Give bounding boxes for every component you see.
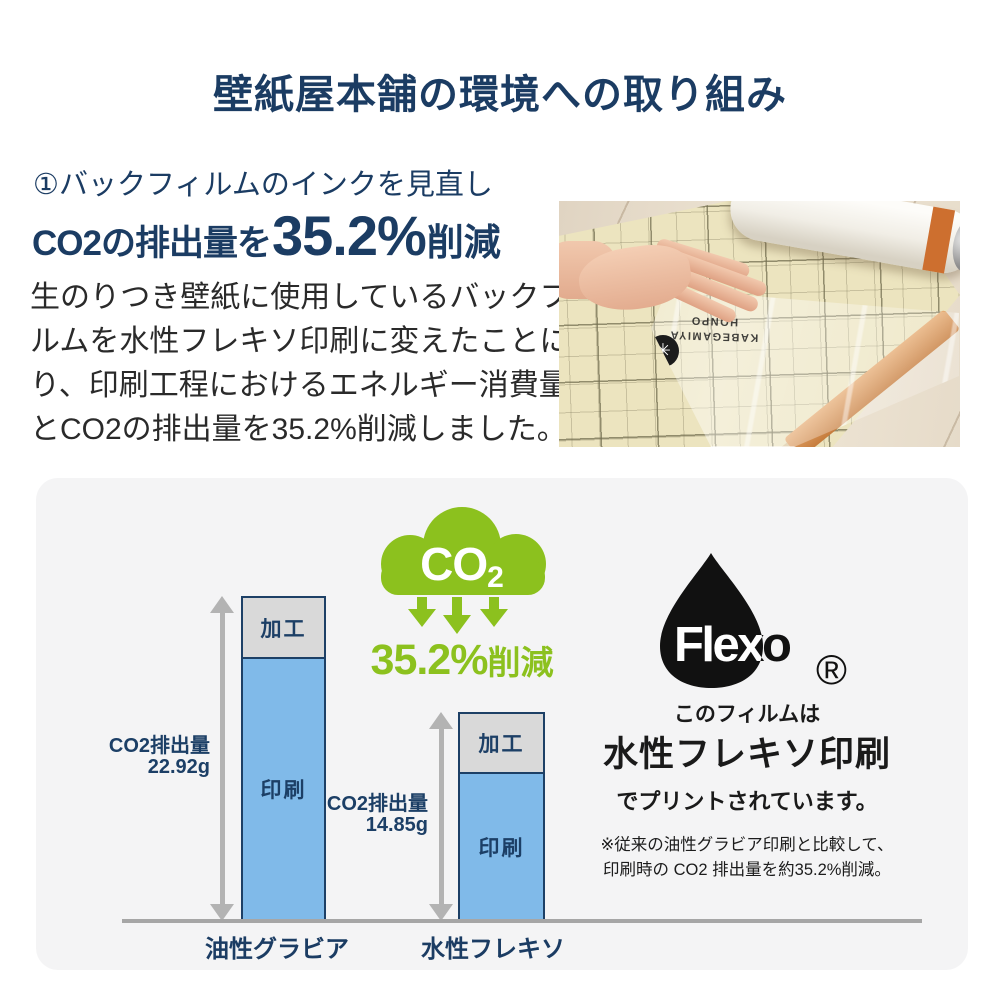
value-label-title: CO2排出量 — [108, 735, 210, 757]
flexo-wordmark-knockout: Flexo — [674, 618, 791, 672]
reduction-value: 35.2% — [370, 636, 489, 684]
headline: CO2の排出量を 35.2% 削減 — [32, 203, 501, 268]
value-label-title: CO2排出量 — [326, 793, 428, 815]
caption-line2: 水性フレキソ印刷 — [602, 735, 891, 774]
arrow-shaft — [438, 729, 444, 904]
bar-segment-processing: 加工 — [460, 714, 543, 774]
flexo-logo: Flexo Flexo — [660, 553, 794, 688]
page-title: 壁紙屋本舗の環境への取り組み — [213, 73, 787, 117]
product-photo: KABEGAMIYA HONPO ✳ — [559, 201, 960, 447]
arrow-down-icon — [210, 904, 234, 921]
value-label-water: CO2排出量 14.85g — [278, 794, 428, 836]
co2-gas: CO — [420, 538, 488, 590]
segment-label: 印刷 — [260, 779, 307, 802]
caption-note1: ※従来の油性グラビア印刷と比較して、 — [600, 836, 894, 854]
headline-value: 35.2% — [271, 204, 427, 267]
bar-segment-printing: 印刷 — [460, 774, 543, 919]
segment-label: 加工 — [260, 617, 307, 641]
co2-subscript: 2 — [487, 561, 504, 594]
bar-oil-gravure: 加工 印刷 — [241, 596, 326, 921]
range-arrow-right — [429, 712, 453, 921]
reduction-suffix: 削減 — [487, 644, 554, 681]
intro-paragraph: 生のりつき壁紙に使用しているバックフィ ルムを水性フレキソ印刷に変えたことによ … — [30, 281, 600, 446]
x-axis — [122, 919, 922, 923]
step-heading: ①バックフィルムのインクを見直し — [33, 169, 493, 201]
arrow-up-icon — [210, 596, 234, 613]
value-label-oil: CO2排出量 22.92g — [60, 736, 210, 778]
headline-suffix: 削減 — [426, 222, 501, 263]
value-label-amount: 14.85g — [365, 814, 428, 836]
caption-line1: このフィルムは — [673, 703, 821, 726]
arrow-shaft — [219, 613, 225, 904]
flexo-caption: このフィルムは 水性フレキソ印刷 でプリントされています。 ※従来の油性グラビア… — [540, 698, 954, 883]
co2-cloud-icon — [381, 507, 546, 634]
bar-water-flexo: 加工 印刷 — [458, 712, 545, 921]
caption-note2: 印刷時の CO2 排出量を約35.2%削減。 — [603, 861, 891, 879]
flexo-drop-icon — [660, 553, 763, 688]
arrow-down-icon — [429, 904, 453, 921]
range-arrow-left — [210, 596, 234, 921]
category-label-water-flexo: 水性フレキソ — [421, 936, 565, 963]
bar-segment-printing: 印刷 — [243, 659, 324, 919]
bar-segment-processing: 加工 — [243, 598, 324, 659]
segment-label: 印刷 — [478, 836, 525, 860]
category-label-oil-gravure: 油性グラビア — [205, 936, 349, 963]
value-label-amount: 22.92g — [147, 756, 210, 778]
caption-line3: でプリントされています。 — [616, 789, 878, 814]
headline-prefix: CO2の排出量を — [32, 224, 272, 263]
reduction-label: 35.2%削減 — [337, 636, 587, 685]
flexo-wordmark: Flexo — [674, 618, 791, 672]
roll-orange-stripe — [922, 206, 956, 274]
segment-label: 加工 — [478, 733, 525, 756]
co2-badge-text: CO2 — [382, 537, 542, 594]
registered-trademark-icon: ® — [816, 646, 847, 693]
arrow-up-icon — [429, 712, 453, 729]
